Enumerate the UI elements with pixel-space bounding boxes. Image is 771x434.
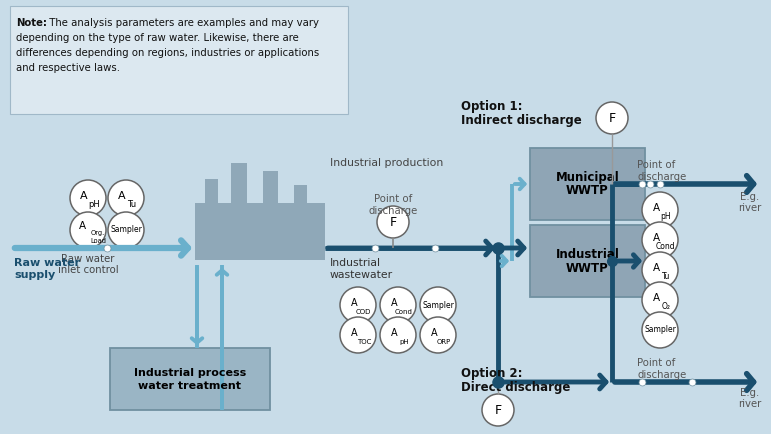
Circle shape — [642, 252, 678, 288]
Text: river: river — [739, 203, 762, 213]
Text: WWTP: WWTP — [566, 262, 609, 274]
Circle shape — [420, 287, 456, 323]
Text: Point of: Point of — [637, 358, 675, 368]
Text: Industrial process: Industrial process — [134, 368, 246, 378]
Text: A: A — [351, 328, 357, 338]
Bar — [263, 171, 278, 208]
Text: Option 1:: Option 1: — [461, 100, 523, 113]
Text: E.g.: E.g. — [740, 388, 759, 398]
Circle shape — [380, 287, 416, 323]
Text: A: A — [80, 191, 88, 201]
Text: Indirect discharge: Indirect discharge — [461, 114, 582, 127]
Text: pH: pH — [88, 201, 99, 209]
Text: supply: supply — [14, 270, 56, 280]
Text: Sampler: Sampler — [110, 226, 142, 234]
Text: Option 2:: Option 2: — [461, 367, 523, 380]
Bar — [530, 225, 645, 297]
Circle shape — [642, 222, 678, 258]
Circle shape — [108, 180, 144, 216]
Circle shape — [108, 212, 144, 248]
Text: Raw water: Raw water — [14, 258, 80, 268]
Text: A: A — [79, 221, 86, 231]
Circle shape — [596, 102, 628, 134]
Circle shape — [420, 317, 456, 353]
Text: Org.: Org. — [91, 230, 105, 236]
Text: ORP: ORP — [436, 339, 451, 345]
Text: discharge: discharge — [369, 206, 418, 216]
Bar — [205, 179, 218, 209]
Circle shape — [340, 317, 376, 353]
Text: depending on the type of raw water. Likewise, there are: depending on the type of raw water. Like… — [16, 33, 298, 43]
Circle shape — [642, 312, 678, 348]
Text: and respective laws.: and respective laws. — [16, 63, 120, 73]
Text: F: F — [608, 112, 615, 125]
Text: A: A — [351, 298, 357, 308]
Circle shape — [482, 394, 514, 426]
Text: Direct discharge: Direct discharge — [461, 381, 571, 394]
Text: A: A — [431, 328, 437, 338]
Text: discharge: discharge — [637, 370, 686, 380]
Text: A: A — [652, 203, 660, 213]
Text: Cond: Cond — [656, 242, 675, 251]
Bar — [110, 348, 270, 410]
Text: COD: COD — [356, 309, 372, 315]
Bar — [530, 148, 645, 220]
Text: Note:: Note: — [16, 18, 47, 28]
Circle shape — [377, 206, 409, 238]
Text: F: F — [494, 404, 502, 417]
Text: pH: pH — [399, 339, 409, 345]
Text: Sampler: Sampler — [644, 326, 676, 335]
Text: O₂: O₂ — [662, 302, 670, 311]
Circle shape — [642, 282, 678, 318]
Text: Municipal: Municipal — [556, 171, 619, 184]
Text: water treatment: water treatment — [139, 381, 241, 391]
Text: A: A — [391, 328, 397, 338]
Text: Tu: Tu — [662, 273, 670, 281]
Bar — [294, 185, 307, 209]
Text: F: F — [389, 216, 396, 228]
Text: A: A — [652, 293, 660, 303]
Text: discharge: discharge — [637, 172, 686, 182]
Text: wastewater: wastewater — [330, 270, 393, 280]
Bar — [10, 6, 348, 114]
Text: A: A — [391, 298, 397, 308]
Text: Industrial: Industrial — [556, 249, 619, 262]
Text: pH: pH — [661, 212, 671, 221]
Circle shape — [70, 212, 106, 248]
Text: Industrial production: Industrial production — [330, 158, 443, 168]
Text: Raw water: Raw water — [62, 254, 115, 264]
Text: Tu: Tu — [127, 201, 136, 209]
Bar — [231, 163, 247, 208]
Text: inlet control: inlet control — [58, 265, 118, 275]
Text: differences depending on regions, industries or applications: differences depending on regions, indust… — [16, 48, 319, 58]
Text: Sampler: Sampler — [422, 300, 454, 309]
Circle shape — [70, 180, 106, 216]
Text: A: A — [652, 233, 660, 243]
Text: WWTP: WWTP — [566, 184, 609, 197]
Bar — [195, 203, 325, 260]
Text: Point of: Point of — [637, 160, 675, 170]
Text: Cond: Cond — [395, 309, 412, 315]
Circle shape — [380, 317, 416, 353]
Text: A: A — [652, 263, 660, 273]
Text: river: river — [739, 399, 762, 409]
Text: TOC: TOC — [356, 339, 371, 345]
Text: Industrial: Industrial — [330, 258, 381, 268]
Text: E.g.: E.g. — [740, 192, 759, 202]
Text: Load: Load — [90, 238, 106, 244]
Text: A: A — [118, 191, 126, 201]
Circle shape — [642, 192, 678, 228]
Text: The analysis parameters are examples and may vary: The analysis parameters are examples and… — [46, 18, 319, 28]
Circle shape — [340, 287, 376, 323]
Text: Point of: Point of — [374, 194, 412, 204]
